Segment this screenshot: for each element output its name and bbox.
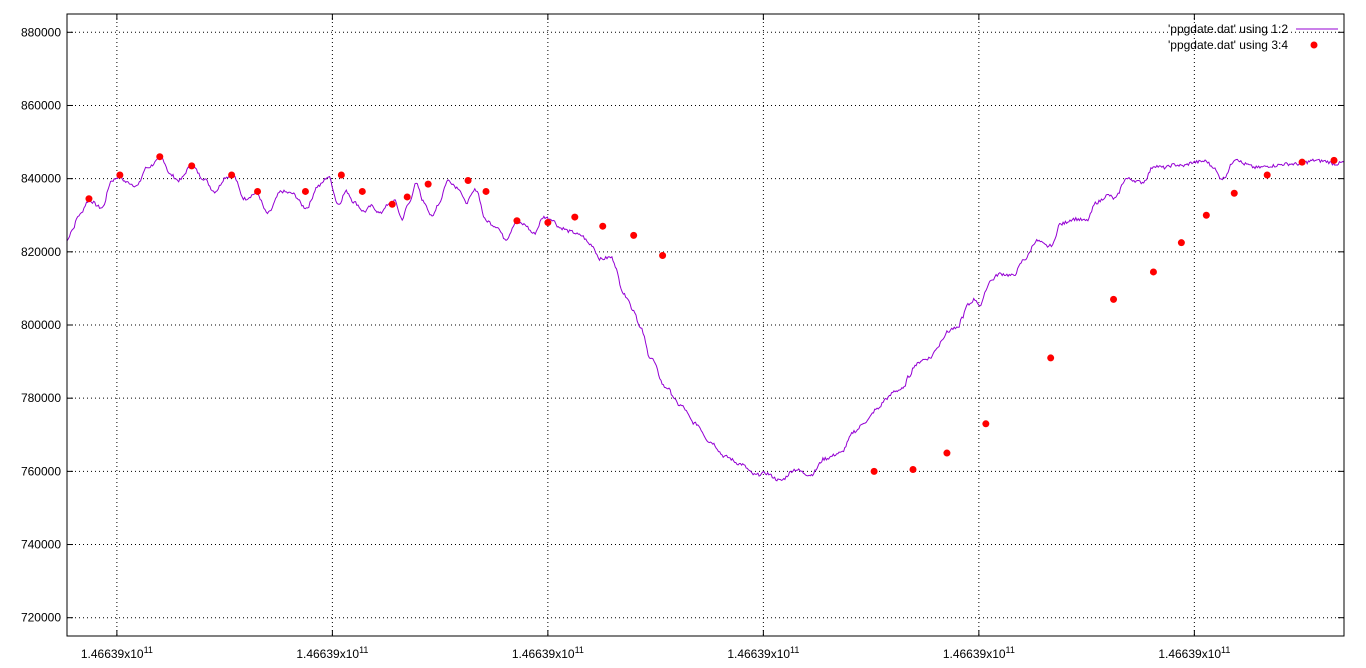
x-tick-exponent: 11 xyxy=(144,645,153,655)
y-tick-label: 860000 xyxy=(21,98,61,112)
x-tick-exponent: 11 xyxy=(1006,645,1015,655)
data-point-ppgdate-3-4 xyxy=(1202,211,1210,219)
data-point-ppgdate-3-4 xyxy=(464,176,472,184)
x-tick-exponent: 11 xyxy=(1221,645,1230,655)
data-point-ppgdate-3-4 xyxy=(571,213,579,221)
x-tick-exponent: 11 xyxy=(790,645,799,655)
x-tick-mantissa: 1.46639x10 xyxy=(81,647,144,661)
x-tick-label: 1.46639x1011 xyxy=(943,645,1015,661)
legend: 'ppgdate.dat' using 1:2 'ppgdate.dat' usi… xyxy=(1168,22,1338,52)
plot-area xyxy=(66,153,1345,482)
y-tick-label: 740000 xyxy=(21,538,61,552)
data-point-ppgdate-3-4 xyxy=(599,222,607,230)
data-point-ppgdate-3-4 xyxy=(403,193,411,201)
x-tick-label: 1.46639x1011 xyxy=(296,645,368,661)
data-point-ppgdate-3-4 xyxy=(513,217,521,225)
data-point-ppgdate-3-4 xyxy=(1298,158,1306,166)
x-tick-mantissa: 1.46639x10 xyxy=(512,647,575,661)
x-tick-mantissa: 1.46639x10 xyxy=(943,647,1006,661)
data-point-ppgdate-3-4 xyxy=(254,187,262,195)
grid xyxy=(67,14,1344,636)
series-line-ppgdate-1-2 xyxy=(66,157,1345,482)
y-tick-label: 840000 xyxy=(21,172,61,186)
data-point-ppgdate-3-4 xyxy=(228,171,236,179)
y-tick-label: 720000 xyxy=(21,611,61,625)
x-tick-label: 1.46639x1011 xyxy=(81,645,153,661)
data-point-ppgdate-3-4 xyxy=(909,466,917,474)
data-point-ppgdate-3-4 xyxy=(301,187,309,195)
data-point-ppgdate-3-4 xyxy=(1110,295,1118,303)
data-point-ppgdate-3-4 xyxy=(1330,156,1338,164)
data-point-ppgdate-3-4 xyxy=(424,180,432,188)
data-point-ppgdate-3-4 xyxy=(982,420,990,428)
y-tick-label: 780000 xyxy=(21,391,61,405)
x-tick-label: 1.46639x1011 xyxy=(727,645,799,661)
x-tick-mantissa: 1.46639x10 xyxy=(1158,647,1221,661)
data-point-ppgdate-3-4 xyxy=(1047,354,1055,362)
data-point-ppgdate-3-4 xyxy=(116,171,124,179)
x-tick-exponent: 11 xyxy=(575,645,584,655)
x-tick-label: 1.46639x1011 xyxy=(1158,645,1230,661)
y-tick-label: 760000 xyxy=(21,464,61,478)
data-point-ppgdate-3-4 xyxy=(630,231,638,239)
data-point-ppgdate-3-4 xyxy=(870,467,878,475)
data-point-ppgdate-3-4 xyxy=(943,449,951,457)
data-point-ppgdate-3-4 xyxy=(1230,189,1238,197)
y-tick-label: 820000 xyxy=(21,245,61,259)
data-point-ppgdate-3-4 xyxy=(1177,239,1185,247)
axes: 720000 740000 760000 780000 800000 820000 8400… xyxy=(21,14,1344,661)
x-tick-mantissa: 1.46639x10 xyxy=(296,647,359,661)
x-tick-exponent: 11 xyxy=(359,645,368,655)
data-point-ppgdate-3-4 xyxy=(544,219,552,227)
y-tick-label: 800000 xyxy=(21,318,61,332)
legend-label: 'ppgdate.dat' using 1:2 xyxy=(1168,22,1288,36)
legend-label: 'ppgdate.dat' using 3:4 xyxy=(1168,38,1288,52)
x-tick-mantissa: 1.46639x10 xyxy=(727,647,790,661)
data-point-ppgdate-3-4 xyxy=(156,153,164,161)
data-point-ppgdate-3-4 xyxy=(659,251,667,259)
legend-point-swatch xyxy=(1310,41,1318,49)
x-tick-label: 1.46639x1011 xyxy=(512,645,584,661)
data-point-ppgdate-3-4 xyxy=(1263,171,1271,179)
data-point-ppgdate-3-4 xyxy=(388,200,396,208)
data-point-ppgdate-3-4 xyxy=(358,187,366,195)
data-point-ppgdate-3-4 xyxy=(482,187,490,195)
data-point-ppgdate-3-4 xyxy=(85,195,93,203)
data-point-ppgdate-3-4 xyxy=(188,162,196,170)
data-point-ppgdate-3-4 xyxy=(337,171,345,179)
data-point-ppgdate-3-4 xyxy=(1149,268,1157,276)
y-tick-label: 880000 xyxy=(21,25,61,39)
